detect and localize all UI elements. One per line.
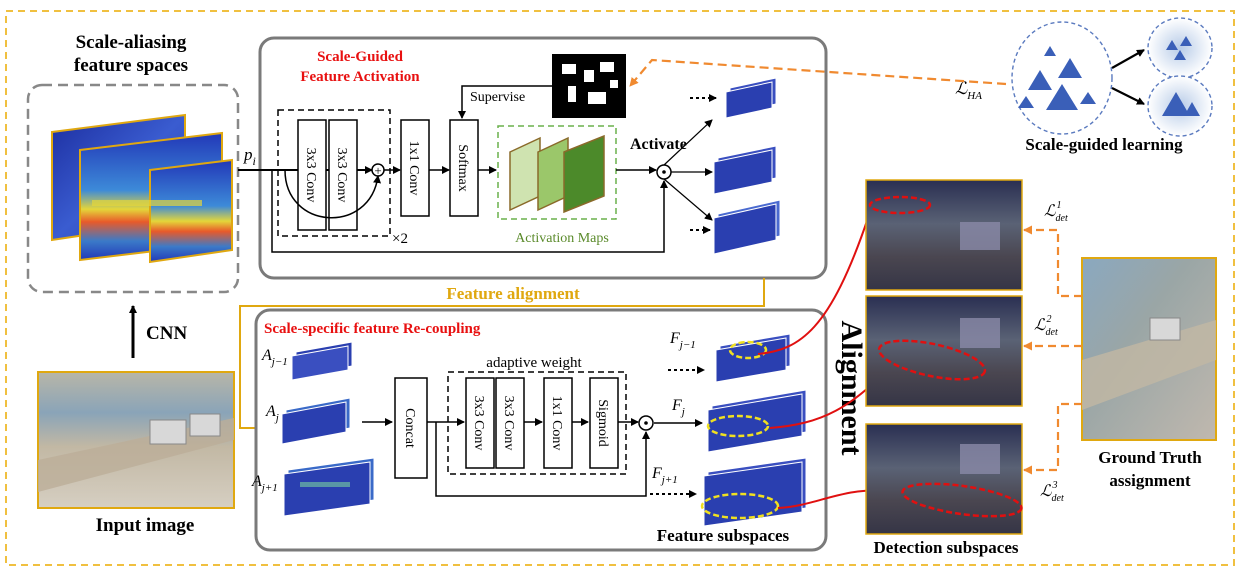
outer-border [5,10,1235,566]
gt-arrow-3 [1023,402,1082,475]
detection-image-3 [865,423,1023,535]
split-arrow-bot [1111,87,1145,105]
detection-image-1 [865,179,1023,291]
res-conv-b [328,119,358,231]
supervise-arrow [458,85,552,119]
align-link-1 [757,217,869,355]
scale-aliasing-title-2: feature spaces [74,55,188,76]
aliasing-feature-maps [51,113,233,264]
input-p-label: pi [243,145,256,168]
res-conv-a-label: 3x3 Conv [303,148,318,203]
aw-conv1x1 [543,377,573,469]
feature-alignment-label: Feature alignment [446,284,580,303]
gt-label-1: Ground Truth [1098,448,1202,467]
res-conv-a [297,119,327,231]
conv1x1-label: 1x1 Conv [406,141,421,196]
activation-maps-box [497,125,617,220]
aw-conv1x1-label: 1x1 Conv [549,396,564,451]
supervise-mask-blocks [562,62,618,104]
loss-ha-label: ℒHA [955,79,982,102]
softmax-box [449,119,479,217]
aw-conv-a [465,377,495,469]
large-scale-triangles [1162,92,1200,116]
small-scale-triangles [1166,36,1192,60]
f-next-label: Fj+1 [651,465,678,486]
recoupling-module-box [254,308,828,552]
cnn-label: CNN [146,323,187,344]
f-cur-label: Fj [671,397,685,418]
loss-ha-arrow [629,58,1007,87]
scale-guided-learning-label: Scale-guided learning [1025,135,1183,154]
f-feature-stacks [700,333,807,527]
concat-box [394,377,428,479]
supervise-label: Supervise [470,90,525,105]
conv1x1-box [400,119,430,217]
aw-conv-a-label: 3x3 Conv [471,396,486,451]
feature-subspaces-label: Feature subspaces [657,526,790,545]
recoupling-title: Scale-specific feature Re-coupling [264,321,481,337]
scale-aliasing-box [26,83,240,294]
residual-skip [284,169,382,219]
softmax-label: Softmax [455,144,470,191]
aliasing-bubble-triangles [1018,46,1096,110]
activation-map-3 [563,134,605,214]
a-prev-label: Aj−1 [261,347,288,368]
repeat-label: ×2 [392,231,408,247]
f-prev-label: Fj−1 [669,330,696,351]
alignment-label: Alignment [835,321,868,456]
aw-conv-b [495,377,525,469]
activate-out-top [663,119,713,166]
activate-label: Activate [630,136,687,153]
a-cur-label: Aj [265,403,279,424]
output-feature-stacks [690,77,781,255]
loss-det-1-label: ℒ1 det [1044,200,1068,224]
aliasing-bubble [1011,21,1113,135]
scale-aliasing-title-1: Scale-aliasing [76,32,187,53]
a-feature-stacks [281,341,375,517]
activate-out-bot [663,178,713,221]
activate-skip-line [271,170,668,253]
concat-label: Concat [402,408,417,448]
ground-truth-image [1081,257,1217,441]
activate-node-dot [662,170,666,174]
input-image-label: Input image [96,515,195,536]
res-conv-b-label: 3x3 Conv [334,148,349,203]
feature-alignment-line [239,278,765,433]
recoupling-skip-line [435,422,650,497]
scale-guided-title-2: Feature Activation [300,69,420,85]
gt-arrow-1 [1023,225,1082,298]
detection-image-2 [865,295,1023,407]
adaptive-weight-label: adaptive weight [486,355,582,371]
activation-maps-label: Activation Maps [515,231,609,246]
split-arrow-top [1111,49,1145,69]
a-next-label: Aj+1 [251,473,278,494]
gt-label-2: assignment [1109,471,1191,490]
input-image [37,371,235,509]
loss-det-3-label: ℒ3 det [1040,480,1064,504]
detection-subspaces-label: Detection subspaces [874,538,1019,557]
aw-sigmoid-label: Sigmoid [595,399,610,446]
small-scale-bubble [1147,17,1213,79]
scale-guided-title-1: Scale-Guided [317,49,403,65]
multiply-node-dot [644,421,648,425]
residual-block [277,109,391,237]
add-node-symbol: + [374,163,381,178]
aw-sigmoid [589,377,619,469]
loss-det-2-label: ℒ2 det [1034,314,1058,338]
aw-conv-b-label: 3x3 Conv [501,396,516,451]
